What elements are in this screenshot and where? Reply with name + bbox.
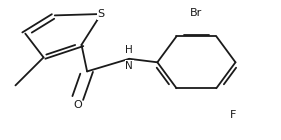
- Text: Br: Br: [190, 8, 203, 18]
- Text: N: N: [125, 61, 133, 71]
- Text: S: S: [98, 9, 105, 19]
- Text: O: O: [73, 100, 82, 110]
- Text: F: F: [230, 110, 236, 120]
- Text: H: H: [125, 45, 133, 55]
